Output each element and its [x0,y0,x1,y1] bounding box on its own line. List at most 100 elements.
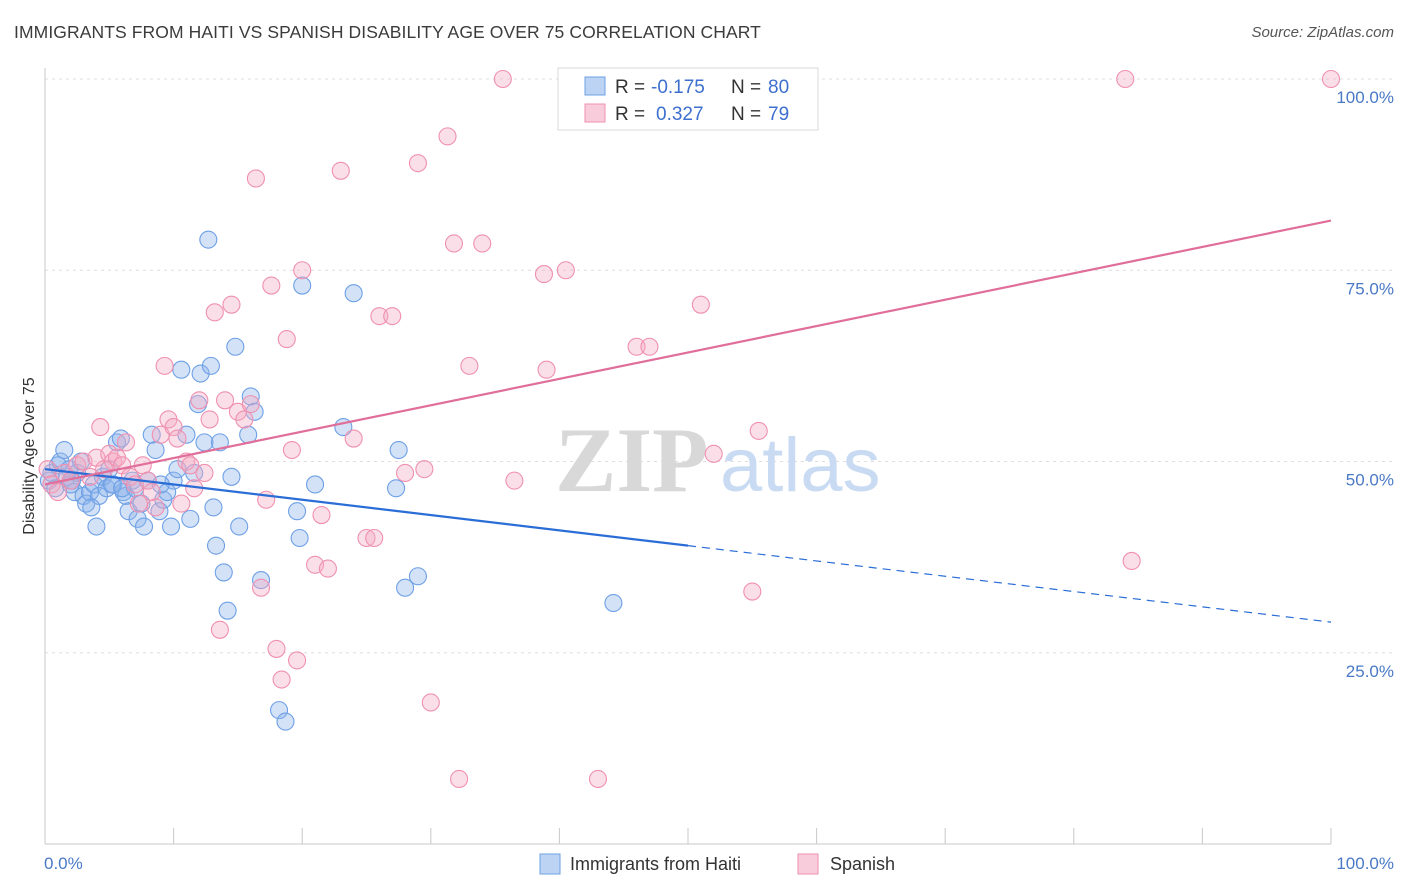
x-axis-ticks [173,828,1332,844]
point-haiti [146,440,165,460]
point-spanish [415,460,434,479]
point-haiti [87,517,106,536]
legend-r-value-haiti: -0.175 [651,77,705,98]
point-spanish [438,127,457,146]
point-spanish [588,769,608,789]
point-spanish [344,429,363,448]
point-spanish [181,456,200,475]
bottom-legend-label-haiti: Immigrants from Haiti [570,854,741,874]
legend-n-value-haiti: 80 [768,77,789,98]
y-tick-labels: 25.0% 50.0% 75.0% 100.0% [1336,88,1394,681]
point-spanish [267,639,286,658]
point-spanish [537,360,556,379]
point-spanish [473,234,492,253]
trend-line-haiti-extrapolated [687,545,1332,623]
x-tick-label-end: 100.0% [1336,854,1394,873]
point-spanish [200,410,219,429]
point-spanish [155,356,174,375]
point-haiti [181,509,200,528]
y-axis-label: Disability Age Over 75 [21,377,38,535]
point-spanish [421,693,440,712]
trend-line-haiti [44,468,689,547]
bottom-legend: Immigrants from Haiti Spanish [539,853,895,875]
point-spanish [1321,69,1341,89]
legend-n-label-haiti: N = [731,77,761,98]
point-spanish [222,295,241,314]
point-spanish [116,433,136,452]
point-spanish [640,337,659,356]
point-spanish [190,391,209,410]
point-spanish [357,528,376,548]
point-spanish [460,356,479,375]
bottom-legend-swatch-haiti [539,853,561,875]
point-spanish [277,330,296,349]
point-haiti [55,440,74,460]
point-spanish [262,276,281,295]
data-points [38,69,1341,789]
point-haiti [230,517,249,536]
point-haiti [396,578,415,597]
point-spanish [704,444,723,463]
point-haiti [102,475,121,494]
point-spanish [1122,551,1141,571]
point-haiti [344,284,363,303]
point-spanish [272,670,291,689]
point-spanish [168,429,187,448]
point-spanish [205,303,224,322]
point-haiti [199,230,218,249]
trend-lines [44,219,1332,623]
grid-lines [45,78,1394,654]
point-spanish [396,463,415,483]
point-spanish [146,498,165,517]
watermark-atlas: atlas [720,423,881,508]
point-spanish [627,337,646,356]
point-haiti [134,517,154,536]
point-spanish [1116,69,1135,89]
point-haiti [128,509,147,528]
point-haiti [306,475,325,494]
point-spanish [505,471,524,490]
point-spanish [383,307,402,326]
point-haiti [222,467,241,486]
x-tick-label-start: 0.0% [44,854,83,873]
bottom-legend-swatch-spanish [797,853,819,875]
point-spanish [444,234,463,253]
point-spanish [743,582,762,601]
point-haiti [201,356,220,375]
point-spanish [691,295,710,314]
legend-r-label-haiti: R = [615,77,645,98]
point-haiti [387,479,406,498]
point-haiti [226,337,245,356]
point-spanish [215,391,235,410]
point-haiti [161,517,181,536]
legend-n-label-spanish: N = [731,104,761,125]
point-haiti [241,387,260,406]
point-haiti [270,701,289,720]
point-spanish [318,559,337,578]
chart-title: IMMIGRANTS FROM HAITI VS SPANISH DISABIL… [14,22,761,42]
point-spanish [312,505,331,525]
point-spanish [42,475,61,494]
chart-source: Source: ZipAtlas.com [1251,24,1394,41]
point-spanish [293,261,312,280]
point-spanish [195,463,214,483]
point-spanish [493,69,512,89]
point-spanish [556,261,575,280]
point-haiti [195,433,214,452]
legend-swatch-haiti [584,76,606,96]
point-spanish [365,528,384,548]
point-spanish [408,154,427,173]
point-spanish [235,410,254,429]
point-spanish [246,169,265,188]
legend-swatch-spanish [584,103,606,123]
legend-r-label-spanish: R = [615,104,645,125]
point-spanish [172,494,191,513]
y-tick-label: 100.0% [1336,88,1394,107]
point-haiti [288,502,307,521]
point-haiti [172,360,191,379]
point-haiti [389,440,408,460]
point-haiti [293,276,312,295]
point-haiti [251,571,271,590]
point-spanish [282,440,301,460]
